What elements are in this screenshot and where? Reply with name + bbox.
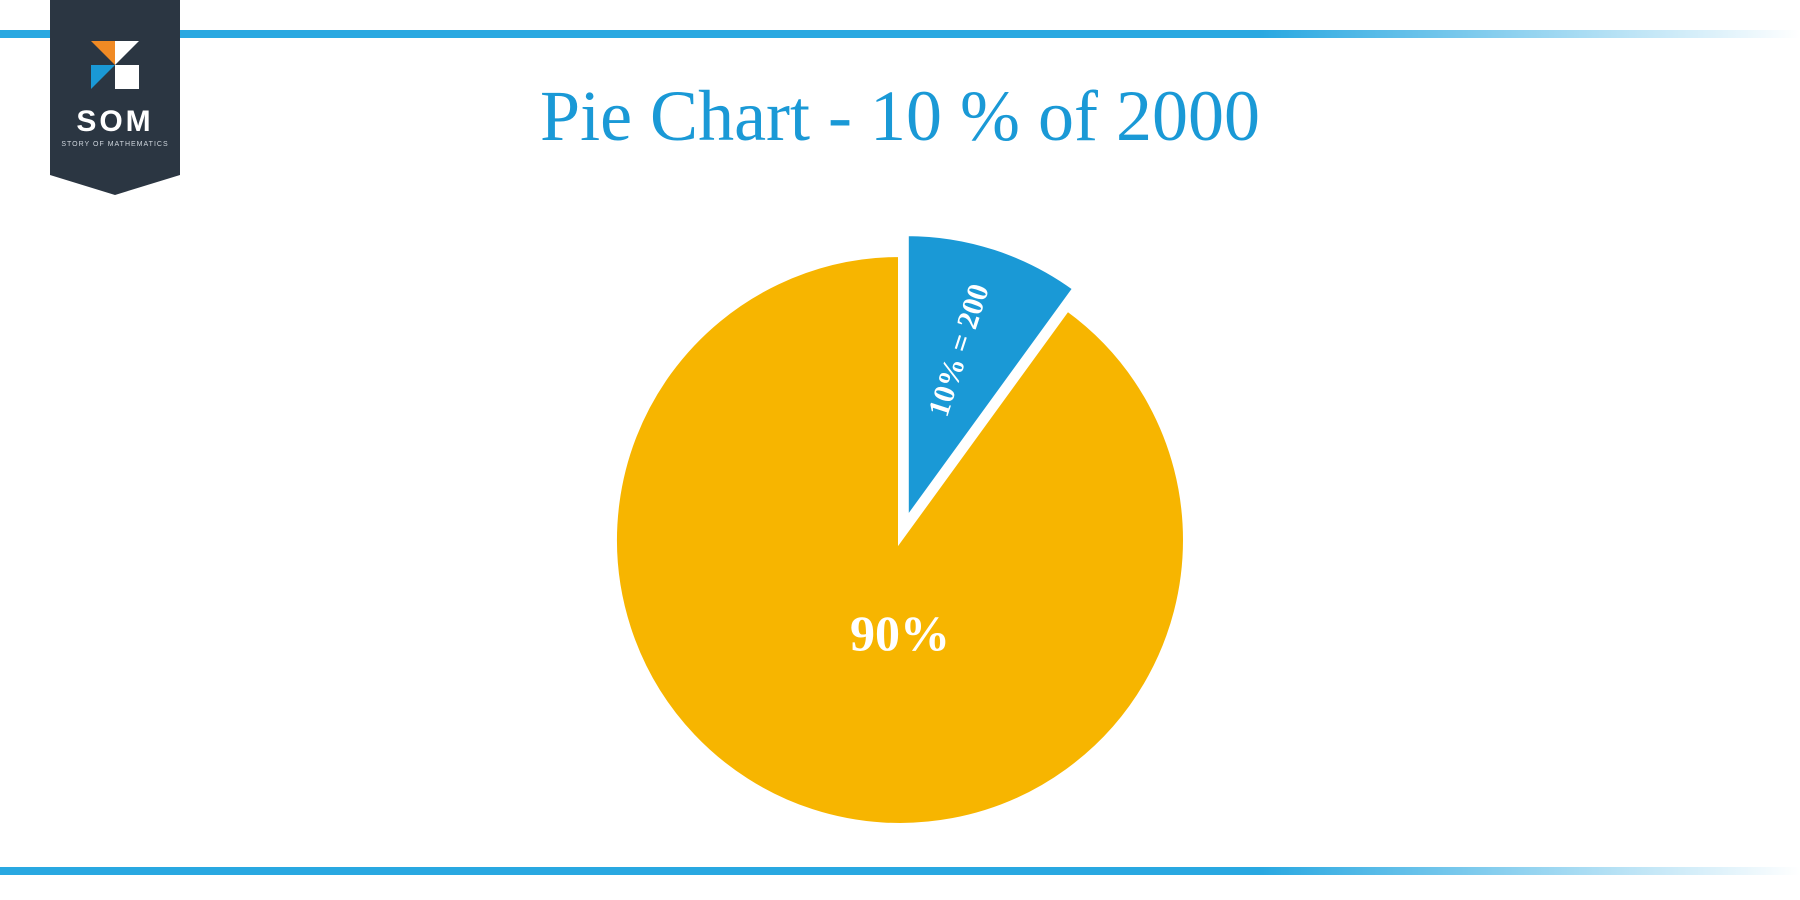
pie-chart: 90%10% = 200 [605,210,1195,830]
page-title: Pie Chart - 10 % of 2000 [0,75,1800,158]
pie-slice-ninety-percent [615,255,1185,825]
top-accent-bar [0,30,1800,38]
bottom-accent-bar [0,867,1800,875]
slice-label-ninety: 90% [850,605,950,661]
